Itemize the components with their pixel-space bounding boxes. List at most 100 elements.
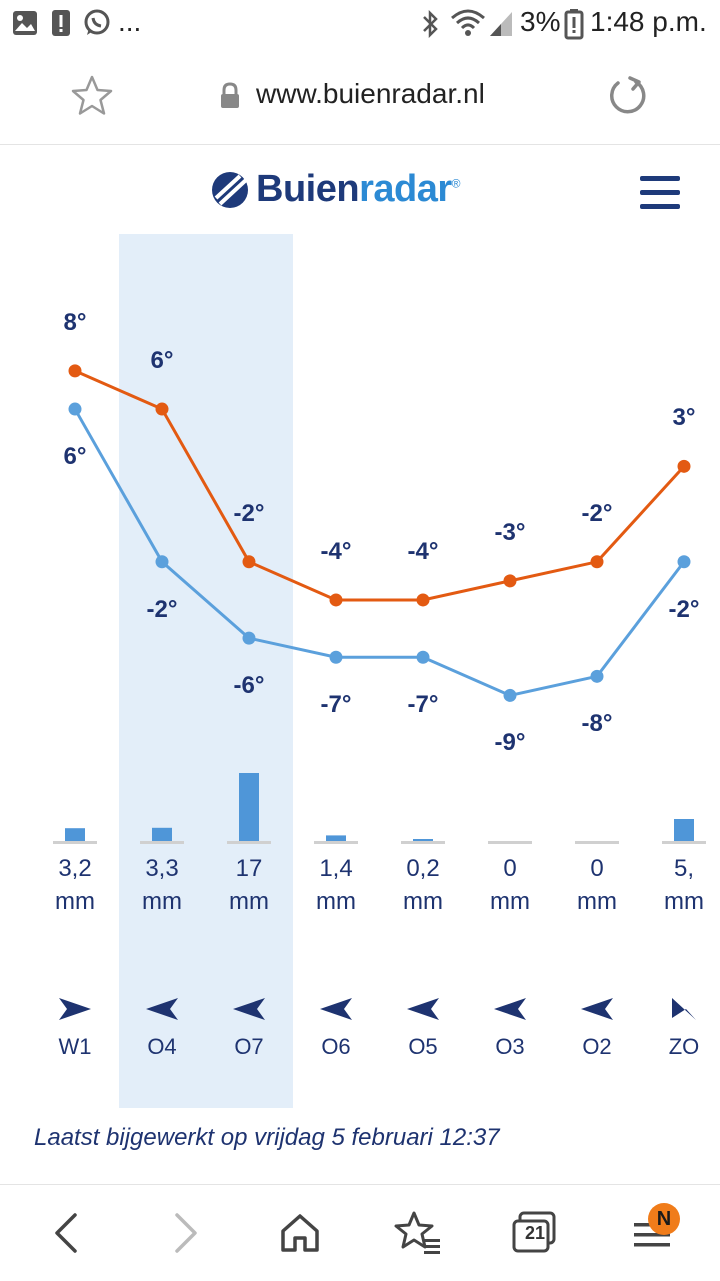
- tabs-button[interactable]: 21: [504, 1205, 564, 1261]
- high-temp-point: [503, 574, 517, 588]
- alert-icon: [52, 10, 70, 36]
- rain-unit: mm: [490, 888, 530, 915]
- battery-icon: [564, 9, 584, 40]
- high-temp-label: -4°: [320, 537, 352, 565]
- rain-bar: [326, 835, 346, 841]
- rain-unit: mm: [316, 888, 356, 915]
- rain-bar: [152, 827, 172, 841]
- wind-label: O2: [582, 1034, 612, 1059]
- high-temp-label: -4°: [407, 537, 439, 565]
- high-temp-point: [677, 459, 691, 473]
- rain-unit: mm: [229, 888, 269, 915]
- home-button[interactable]: [270, 1205, 330, 1261]
- bluetooth-icon: [423, 10, 438, 38]
- low-temp-label: -7°: [407, 691, 439, 719]
- wind-label: O4: [147, 1034, 177, 1059]
- wind-label: O5: [408, 1034, 438, 1059]
- rain-unit: mm: [142, 888, 182, 915]
- buienradar-logo-icon[interactable]: [210, 170, 250, 210]
- wind-direction-icon: [320, 998, 352, 1020]
- rain-unit: mm: [664, 888, 704, 915]
- low-temp-label: -9°: [494, 729, 526, 757]
- forward-button[interactable]: [156, 1205, 216, 1261]
- status-more: ...: [118, 6, 142, 37]
- low-temp-point: [242, 631, 256, 645]
- rain-amount: 0: [503, 855, 517, 882]
- bookmarks-button[interactable]: [388, 1205, 448, 1261]
- high-temp-point: [242, 555, 256, 569]
- high-temp-label: -3°: [494, 518, 526, 546]
- rain-baseline: [314, 841, 358, 844]
- wind-label: O3: [495, 1034, 525, 1059]
- wind-direction-icon: [146, 998, 178, 1020]
- lock-icon: [221, 82, 239, 108]
- high-temp-point: [155, 402, 169, 416]
- wind-direction-icon: [581, 998, 613, 1020]
- url-text[interactable]: www.buienradar.nl: [256, 78, 485, 109]
- rain-amount: 3,3: [145, 855, 179, 882]
- wind-label: W1: [58, 1034, 92, 1059]
- logo-part2: radar: [359, 168, 452, 210]
- rain-amount: 0,2: [406, 855, 440, 882]
- low-temp-label: -6°: [233, 672, 265, 700]
- rain-amount: 1,4: [319, 855, 353, 882]
- low-temp-label: -7°: [320, 691, 352, 719]
- rain-bar: [413, 839, 433, 841]
- wifi-icon: [451, 9, 485, 36]
- notification-badge: N: [648, 1203, 680, 1235]
- high-temp-line: [74, 369, 686, 602]
- logo-part1: Buien: [256, 168, 360, 210]
- low-temp-point: [68, 402, 82, 416]
- wind-direction-icon: [59, 998, 91, 1020]
- wind-direction-icon: [407, 998, 439, 1020]
- low-temp-point: [677, 555, 691, 569]
- rain-baseline: [227, 841, 271, 844]
- rain-baseline: [575, 841, 619, 844]
- battery-percent: 3%: [520, 6, 561, 37]
- low-temp-label: -2°: [146, 595, 178, 623]
- site-logo[interactable]: Buienradar®: [256, 168, 460, 211]
- tabs-icon: [512, 1211, 556, 1253]
- rain-baseline: [53, 841, 97, 844]
- temperature-chart: [53, 364, 706, 844]
- rain-baseline: [662, 841, 706, 844]
- rain-bar: [239, 773, 259, 841]
- last-updated-text: Laatst bijgewerkt op vrijdag 5 februari …: [34, 1124, 500, 1151]
- rain-amount: 0: [590, 855, 604, 882]
- rain-amount: 3,2: [58, 855, 92, 882]
- low-temp-point: [329, 650, 343, 664]
- high-temp-point: [329, 593, 343, 607]
- clock: 1:48 p.m.: [590, 6, 707, 37]
- high-temp-label: 8°: [63, 308, 87, 336]
- rain-bar: [674, 819, 694, 841]
- low-temp-point: [503, 688, 517, 702]
- wind-label: O7: [234, 1034, 264, 1059]
- rain-unit: mm: [577, 888, 617, 915]
- wind-direction-icon: [672, 998, 696, 1020]
- browser-bottom-nav: 21 N: [0, 1184, 720, 1281]
- whatsapp-icon: [84, 9, 110, 35]
- high-temp-label: -2°: [581, 499, 613, 527]
- back-button[interactable]: [36, 1205, 96, 1261]
- registered-mark: ®: [451, 176, 461, 191]
- high-temp-label: 3°: [672, 404, 696, 432]
- rain-unit: mm: [55, 888, 95, 915]
- rain-baseline: [401, 841, 445, 844]
- hamburger-menu-icon[interactable]: [638, 174, 682, 212]
- high-temp-point: [590, 555, 604, 569]
- rain-unit: mm: [403, 888, 443, 915]
- low-temp-point: [590, 669, 604, 683]
- high-temp-point: [68, 364, 82, 378]
- low-temp-point: [416, 650, 430, 664]
- browser-url-bar: www.buienradar.nl: [0, 48, 720, 145]
- rain-baseline: [140, 841, 184, 844]
- wind-label: ZO: [668, 1034, 700, 1059]
- status-bar: ... 3% 1:48 p.m.: [0, 0, 720, 48]
- chevron-right-icon: [175, 1213, 197, 1253]
- reload-icon[interactable]: [606, 74, 650, 118]
- signal-icon: [490, 12, 512, 36]
- high-temp-label: 6°: [150, 347, 174, 375]
- bookmark-star-icon[interactable]: [70, 74, 114, 118]
- rain-amount: 17: [235, 855, 263, 882]
- low-temp-line: [73, 408, 686, 697]
